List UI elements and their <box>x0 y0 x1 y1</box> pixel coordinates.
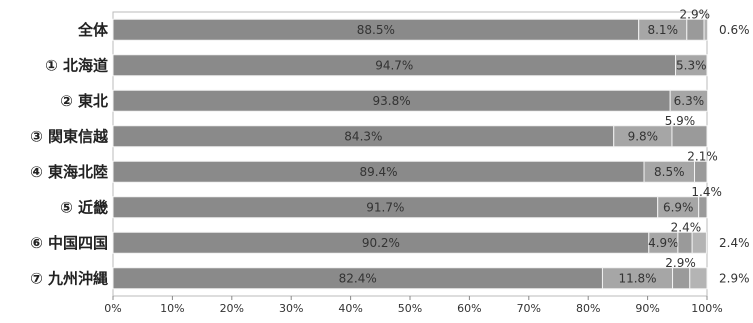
data-label: 0.6% <box>719 23 750 37</box>
bar-segment <box>694 160 708 183</box>
data-label: 5.9% <box>665 114 696 128</box>
data-label: 89.4% <box>359 165 397 179</box>
bar-segment <box>669 89 709 112</box>
bar-segment <box>698 196 708 219</box>
data-label: 2.4% <box>671 220 702 234</box>
data-label: 5.3% <box>676 58 707 72</box>
data-label: 2.9% <box>665 256 696 270</box>
category-label: ⑥ 中国四国 <box>30 234 108 252</box>
x-tick-label: 40% <box>338 302 362 315</box>
data-label: 91.7% <box>366 200 404 214</box>
data-label: 84.3% <box>344 129 382 143</box>
x-tick-label: 20% <box>220 302 244 315</box>
bar-segment <box>677 231 693 254</box>
category-label: 全体 <box>77 21 109 39</box>
x-tick-label: 60% <box>457 302 481 315</box>
category-label: ① 北海道 <box>45 56 108 74</box>
data-label: 93.8% <box>373 94 411 108</box>
category-label: ③ 関東信越 <box>30 127 109 145</box>
bar-segment <box>703 18 709 41</box>
bar-segment <box>671 125 708 148</box>
category-label: ② 東北 <box>60 92 108 110</box>
data-label: 2.9% <box>680 7 711 21</box>
data-label: 90.2% <box>362 236 400 250</box>
x-tick-label: 80% <box>576 302 600 315</box>
category-label: ④ 東海北陸 <box>30 163 108 181</box>
x-tick-label: 30% <box>279 302 303 315</box>
data-label: 4.9% <box>648 236 679 250</box>
data-label: 8.5% <box>654 165 685 179</box>
data-label: 9.8% <box>628 129 659 143</box>
x-tick-label: 100% <box>691 302 722 315</box>
bar-segment <box>691 231 707 254</box>
data-label: 2.4% <box>719 236 750 250</box>
category-label: ⑤ 近畿 <box>60 198 108 216</box>
data-label: 11.8% <box>618 271 656 285</box>
x-tick-label: 10% <box>160 302 184 315</box>
x-tick-label: 70% <box>517 302 541 315</box>
data-label: 2.9% <box>719 271 750 285</box>
x-tick-label: 90% <box>635 302 659 315</box>
bar-segment <box>686 18 705 41</box>
x-tick-label: 50% <box>398 302 422 315</box>
data-label: 2.1% <box>687 149 718 163</box>
category-label: ⑦ 九州沖縄 <box>30 269 108 287</box>
bar-segment <box>689 267 708 290</box>
data-label: 6.9% <box>663 200 694 214</box>
data-label: 1.4% <box>691 185 722 199</box>
bar-segment <box>672 267 691 290</box>
bar-segment <box>675 54 708 77</box>
data-label: 88.5% <box>357 23 395 37</box>
x-tick-label: 0% <box>104 302 121 315</box>
data-label: 8.1% <box>647 23 678 37</box>
data-label: 6.3% <box>674 94 705 108</box>
data-label: 82.4% <box>339 271 377 285</box>
data-label: 94.7% <box>375 58 413 72</box>
